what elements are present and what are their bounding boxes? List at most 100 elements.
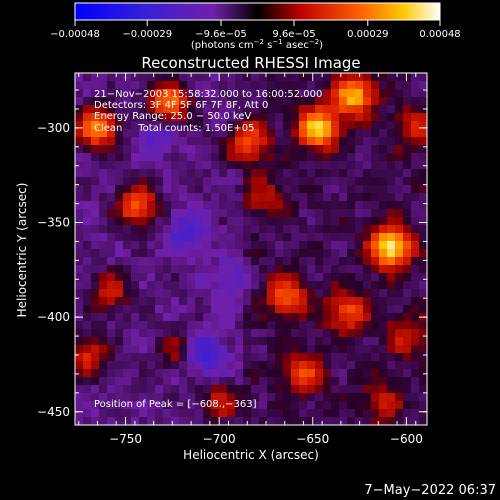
heatmap-cell	[107, 377, 116, 386]
heatmap-cell	[347, 193, 356, 202]
heatmap-cell	[107, 273, 116, 282]
heatmap-cell	[91, 241, 100, 250]
heatmap-cell	[219, 337, 228, 346]
heatmap-cell	[387, 353, 396, 362]
heatmap-cell	[83, 129, 92, 138]
heatmap-cell	[227, 417, 236, 425]
heatmap-cell	[315, 377, 324, 386]
heatmap-cell	[323, 249, 332, 258]
heatmap-cell	[307, 305, 316, 314]
heatmap-cell	[83, 89, 92, 98]
heatmap-cell	[403, 361, 412, 370]
heatmap-cell	[195, 409, 204, 418]
heatmap-cell	[75, 145, 84, 154]
heatmap-cell	[267, 281, 276, 290]
heatmap-cell	[203, 161, 212, 170]
heatmap-cell	[323, 73, 332, 82]
heatmap-cell	[339, 321, 348, 330]
heatmap-cell	[211, 225, 220, 234]
heatmap-cell	[379, 385, 388, 394]
heatmap-cell	[131, 113, 140, 122]
heatmap-cell	[211, 193, 220, 202]
heatmap-cell	[243, 113, 252, 122]
heatmap-cell	[403, 385, 412, 394]
heatmap-cell	[363, 265, 372, 274]
heatmap-cell	[91, 313, 100, 322]
heatmap-cell	[347, 241, 356, 250]
heatmap-cell	[371, 385, 380, 394]
heatmap-cell	[403, 105, 412, 114]
heatmap-cell	[331, 201, 340, 210]
heatmap-cell	[235, 225, 244, 234]
heatmap-cell	[371, 289, 380, 298]
heatmap-cell	[411, 153, 420, 162]
heatmap-cell	[195, 337, 204, 346]
heatmap-cell	[299, 121, 308, 130]
heatmap-cell	[251, 209, 260, 218]
heatmap-cell	[179, 337, 188, 346]
heatmap-cell	[315, 297, 324, 306]
heatmap-cell	[419, 169, 427, 178]
heatmap-cell	[291, 401, 300, 410]
heatmap-cell	[83, 321, 92, 330]
heatmap-cell	[227, 337, 236, 346]
heatmap-cell	[171, 129, 180, 138]
heatmap-cell	[251, 97, 260, 106]
heatmap-cell	[83, 161, 92, 170]
heatmap-cell	[315, 337, 324, 346]
heatmap-cell	[195, 137, 204, 146]
heatmap-cell	[211, 217, 220, 226]
heatmap-cell	[131, 153, 140, 162]
heatmap-cell	[139, 353, 148, 362]
heatmap-cell	[347, 337, 356, 346]
heatmap-cell	[347, 385, 356, 394]
heatmap-cell	[195, 361, 204, 370]
heatmap-cell	[203, 265, 212, 274]
heatmap-cell	[259, 305, 268, 314]
heatmap-cell	[179, 145, 188, 154]
heatmap-cell	[155, 97, 164, 106]
heatmap-cell	[219, 217, 228, 226]
heatmap-cell	[163, 369, 172, 378]
heatmap-cell	[131, 385, 140, 394]
heatmap-cell	[331, 273, 340, 282]
heatmap-cell	[267, 353, 276, 362]
heatmap-cell	[187, 185, 196, 194]
heatmap-cell	[243, 345, 252, 354]
heatmap-cell	[139, 121, 148, 130]
heatmap-cell	[75, 265, 84, 274]
heatmap-cell	[235, 169, 244, 178]
heatmap-cell	[131, 361, 140, 370]
heatmap-cell	[371, 417, 380, 425]
heatmap-cell	[99, 289, 108, 298]
heatmap-cell	[131, 105, 140, 114]
heatmap-cell	[275, 185, 284, 194]
chart-title: Reconstructed RHESSI Image	[141, 54, 360, 72]
heatmap-cell	[331, 377, 340, 386]
heatmap-cell	[339, 161, 348, 170]
heatmap-cell	[163, 321, 172, 330]
heatmap-cell	[355, 345, 364, 354]
heatmap-cell	[315, 121, 324, 130]
heatmap-cell	[283, 369, 292, 378]
heatmap-cell	[419, 289, 427, 298]
heatmap-cell	[307, 257, 316, 266]
heatmap-cell	[275, 193, 284, 202]
heatmap-cell	[75, 105, 84, 114]
heatmap-cell	[283, 177, 292, 186]
heatmap-cell	[187, 289, 196, 298]
heatmap-cell	[147, 129, 156, 138]
heatmap-cell	[275, 209, 284, 218]
heatmap-cell	[323, 81, 332, 90]
heatmap-cell	[251, 193, 260, 202]
heatmap-cell	[403, 417, 412, 425]
heatmap-cell	[379, 97, 388, 106]
heatmap-cell	[211, 113, 220, 122]
heatmap-cell	[211, 281, 220, 290]
heatmap-cell	[147, 97, 156, 106]
heatmap-cell	[123, 105, 132, 114]
heatmap-cell	[91, 209, 100, 218]
heatmap-cell	[75, 377, 84, 386]
heatmap-cell	[259, 409, 268, 418]
heatmap-cell	[115, 313, 124, 322]
